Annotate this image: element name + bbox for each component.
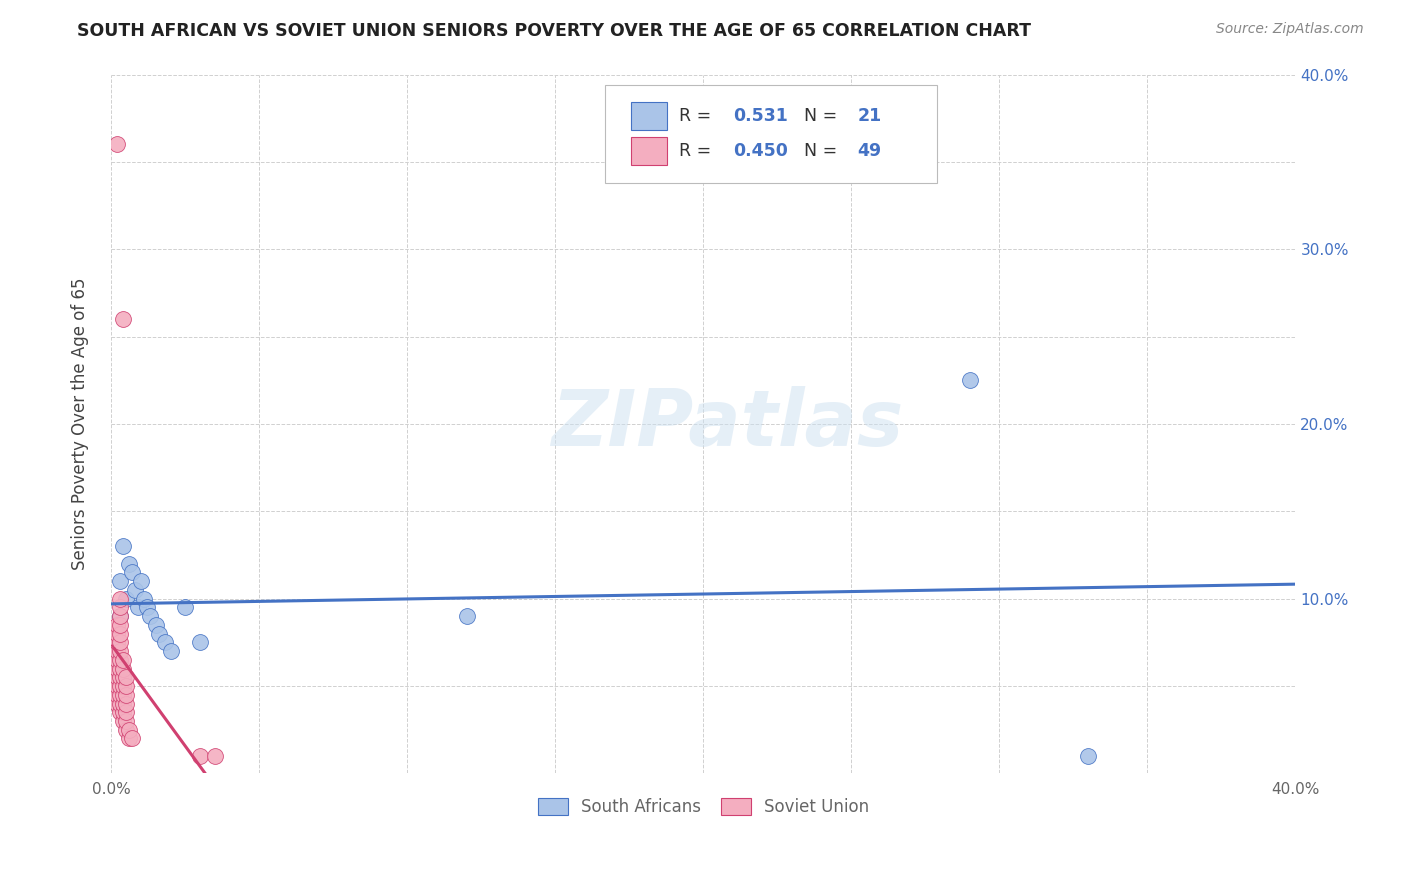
Point [110, 679, 132, 693]
Point [110, 706, 132, 720]
Point [105, 644, 128, 658]
Point [110, 662, 132, 676]
Point [110, 609, 132, 624]
Point [129, 574, 152, 589]
Text: Source: ZipAtlas.com: Source: ZipAtlas.com [1216, 22, 1364, 37]
Point [139, 609, 162, 624]
Point [112, 697, 135, 711]
Point [105, 635, 128, 649]
Point [136, 600, 159, 615]
Point [121, 731, 143, 746]
Y-axis label: Seniors Poverty Over the Age of 65: Seniors Poverty Over the Age of 65 [72, 277, 89, 570]
Point [110, 600, 132, 615]
Text: 0.531: 0.531 [733, 107, 787, 126]
Point [112, 688, 135, 702]
Point [112, 679, 135, 693]
Point [112, 662, 135, 676]
Point [188, 748, 211, 763]
Point [118, 731, 141, 746]
Text: 21: 21 [858, 107, 882, 126]
Point [110, 609, 132, 624]
Point [112, 706, 135, 720]
Point [159, 644, 181, 658]
Point [103, 662, 125, 676]
Point [118, 723, 141, 737]
Point [112, 539, 135, 553]
Point [103, 679, 125, 693]
Text: R =: R = [679, 143, 716, 161]
Text: SOUTH AFRICAN VS SOVIET UNION SENIORS POVERTY OVER THE AGE OF 65 CORRELATION CHA: SOUTH AFRICAN VS SOVIET UNION SENIORS PO… [77, 22, 1032, 40]
Point [124, 582, 146, 597]
Point [105, 697, 128, 711]
Point [115, 670, 138, 684]
Point [105, 679, 128, 693]
Point [112, 714, 135, 728]
Point [115, 591, 138, 606]
Point [121, 566, 143, 580]
Point [115, 714, 138, 728]
Point [105, 662, 128, 676]
Point [105, 688, 128, 702]
FancyBboxPatch shape [605, 85, 936, 183]
Text: 0.450: 0.450 [733, 143, 787, 161]
Point [188, 635, 211, 649]
Point [103, 644, 125, 658]
Point [105, 137, 128, 152]
Point [110, 618, 132, 632]
Point [1077, 748, 1099, 763]
Point [105, 618, 128, 632]
Point [105, 626, 128, 640]
Point [118, 557, 141, 571]
Point [115, 688, 138, 702]
Point [959, 373, 981, 387]
Point [112, 312, 135, 326]
Point [145, 618, 167, 632]
Point [127, 600, 149, 615]
FancyBboxPatch shape [631, 137, 666, 165]
Point [110, 574, 132, 589]
Legend: South Africans, Soviet Union: South Africans, Soviet Union [529, 789, 877, 824]
Point [115, 706, 138, 720]
Point [110, 635, 132, 649]
Point [110, 697, 132, 711]
Point [110, 626, 132, 640]
Point [115, 679, 138, 693]
Point [110, 644, 132, 658]
Point [153, 635, 176, 649]
Point [103, 670, 125, 684]
Text: ZIPatlas: ZIPatlas [551, 386, 903, 462]
FancyBboxPatch shape [631, 103, 666, 130]
Text: R =: R = [679, 107, 716, 126]
Text: N =: N = [804, 107, 842, 126]
Point [110, 653, 132, 667]
Point [110, 688, 132, 702]
Point [115, 723, 138, 737]
Point [174, 600, 197, 615]
Point [204, 748, 226, 763]
Point [132, 591, 155, 606]
Point [115, 697, 138, 711]
Point [112, 670, 135, 684]
Point [103, 653, 125, 667]
Point [110, 670, 132, 684]
Text: N =: N = [804, 143, 842, 161]
Point [148, 626, 170, 640]
Point [105, 670, 128, 684]
Point [105, 653, 128, 667]
Point [112, 653, 135, 667]
Point [456, 609, 478, 624]
Point [110, 591, 132, 606]
Text: 49: 49 [858, 143, 882, 161]
